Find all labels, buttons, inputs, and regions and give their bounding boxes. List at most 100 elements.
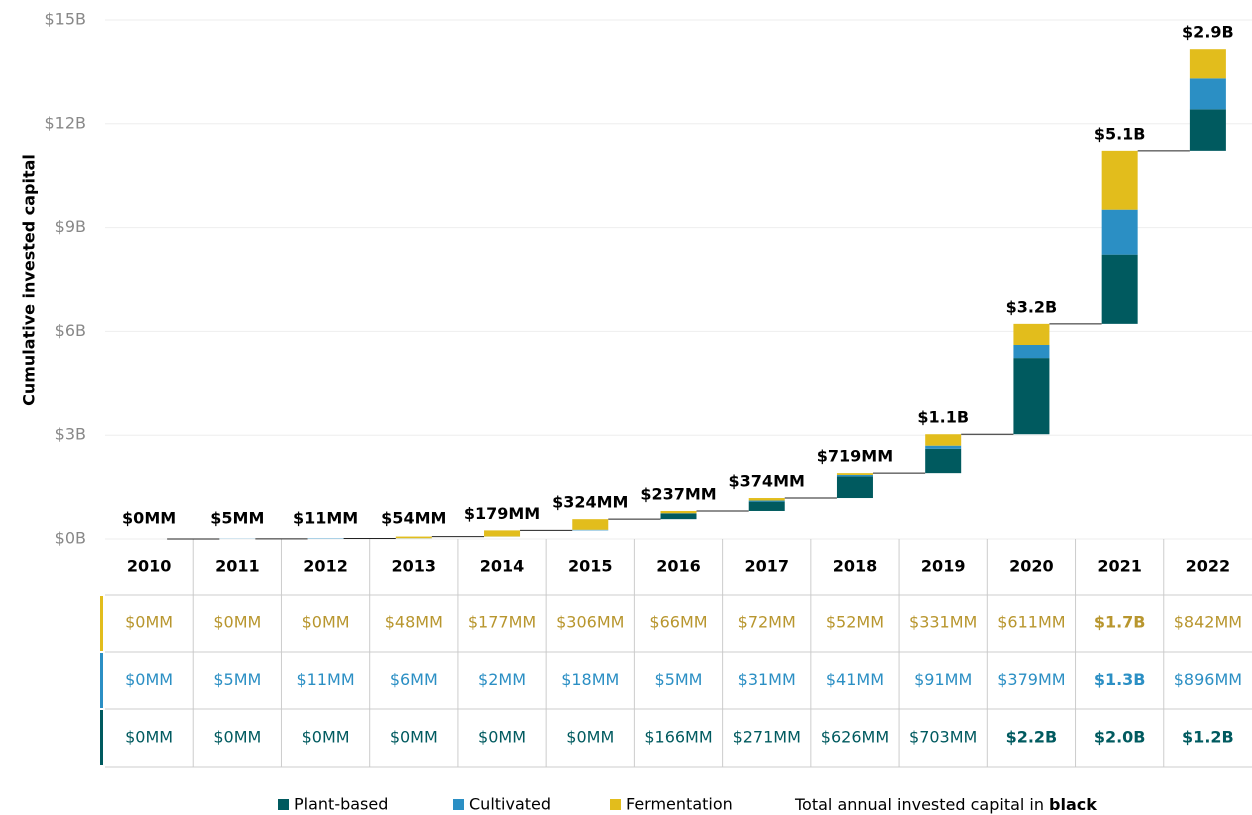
table-cell: $41MM [826, 670, 884, 689]
y-tick-label: $9B [55, 217, 86, 236]
bar-segment [836, 473, 873, 475]
bar-segment [836, 474, 873, 477]
total-label: $374MM [729, 472, 805, 491]
bar-segment [1013, 358, 1050, 435]
x-tick-label: 2018 [833, 557, 878, 576]
y-tick-label: $3B [55, 425, 86, 444]
y-axis-label: Cumulative invested capital [20, 154, 39, 406]
x-tick-label: 2015 [568, 557, 613, 576]
total-label: $719MM [817, 447, 893, 466]
table-cell: $1.2B [1182, 728, 1234, 747]
table-cell: $1.7B [1094, 613, 1146, 632]
bar-segment [1101, 209, 1138, 255]
x-tick-label: 2022 [1186, 557, 1231, 576]
bar-segment [572, 529, 609, 531]
table-cell: $31MM [738, 670, 796, 689]
bar-segment [925, 445, 962, 449]
x-tick-label: 2021 [1097, 557, 1142, 576]
total-label: $237MM [640, 484, 716, 503]
table-cell: $842MM [1174, 613, 1242, 632]
total-label: $2.9B [1182, 23, 1234, 42]
table-cell: $2MM [478, 670, 526, 689]
table-cell: $0MM [566, 728, 614, 747]
legend-label: Plant-based [294, 795, 388, 814]
bar-segment [1013, 323, 1050, 345]
bar-segment [748, 498, 785, 501]
bar-segment [925, 434, 962, 446]
bar-segment [395, 536, 432, 539]
table-cell: $18MM [561, 670, 619, 689]
y-tick-label: $15B [44, 10, 86, 29]
table-cell: $0MM [302, 728, 350, 747]
total-label: $0MM [122, 509, 176, 528]
table-cell: $0MM [213, 728, 261, 747]
table-cell: $896MM [1174, 670, 1242, 689]
table-cell: $52MM [826, 613, 884, 632]
table-cell: $66MM [649, 613, 707, 632]
bar-segment [484, 530, 521, 537]
legend-swatch [610, 799, 621, 810]
bar-segment [925, 448, 962, 474]
legend-note: Total annual invested capital in black [794, 795, 1097, 814]
total-label: $179MM [464, 504, 540, 523]
table-cell: $166MM [644, 728, 712, 747]
bar-segment [1189, 49, 1226, 79]
table-cell: $2.0B [1094, 728, 1146, 747]
table-cell: $6MM [390, 670, 438, 689]
bar-segment [660, 513, 697, 520]
table-cell: $306MM [556, 613, 624, 632]
legend-note-text: Total annual invested capital in [794, 795, 1044, 814]
row-strip [100, 653, 103, 708]
x-tick-label: 2017 [744, 557, 789, 576]
total-label: $1.1B [917, 408, 969, 427]
legend-note-bold: black [1049, 795, 1097, 814]
x-tick-label: 2012 [303, 557, 348, 576]
table-cell: $611MM [997, 613, 1065, 632]
table-cell: $1.3B [1094, 670, 1146, 689]
bar-segment [1013, 344, 1050, 359]
legend-swatch [453, 799, 464, 810]
total-label: $3.2B [1006, 297, 1058, 316]
table-cell: $626MM [821, 728, 889, 747]
row-strip [100, 596, 103, 651]
table-cell: $177MM [468, 613, 536, 632]
table-cell: $0MM [302, 613, 350, 632]
bar-segment [1101, 254, 1138, 324]
table-cell: $703MM [909, 728, 977, 747]
bar-segment [660, 510, 697, 514]
y-tick-label: $12B [44, 113, 86, 132]
table-cell: $72MM [738, 613, 796, 632]
table-cell: $0MM [213, 613, 261, 632]
table-cell: $271MM [733, 728, 801, 747]
total-label: $5.1B [1094, 124, 1146, 143]
legend-swatch [278, 799, 289, 810]
bar-segment [748, 500, 785, 502]
table-cell: $11MM [296, 670, 354, 689]
x-tick-label: 2011 [215, 557, 260, 576]
table-cell: $91MM [914, 670, 972, 689]
x-tick-label: 2020 [1009, 557, 1054, 576]
table-cell: $0MM [125, 613, 173, 632]
table-cell: $0MM [125, 670, 173, 689]
table-cell: $5MM [213, 670, 261, 689]
x-tick-label: 2016 [656, 557, 701, 576]
x-tick-label: 2019 [921, 557, 966, 576]
table-cell: $0MM [478, 728, 526, 747]
table-cell: $0MM [390, 728, 438, 747]
x-tick-label: 2013 [392, 557, 437, 576]
legend-label: Cultivated [469, 795, 551, 814]
x-tick-label: 2014 [480, 557, 525, 576]
bar-segment [1189, 109, 1226, 151]
total-label: $324MM [552, 493, 628, 512]
table-cell: $2.2B [1006, 728, 1058, 747]
total-label: $5MM [210, 509, 264, 528]
table-cell: $48MM [385, 613, 443, 632]
legend-label: Fermentation [626, 795, 733, 814]
bar-segment [1189, 78, 1226, 110]
total-label: $54MM [381, 509, 446, 528]
bar-segment [1101, 150, 1138, 210]
bar-segment [836, 476, 873, 499]
total-label: $11MM [293, 509, 358, 528]
bar-segment [572, 519, 609, 530]
